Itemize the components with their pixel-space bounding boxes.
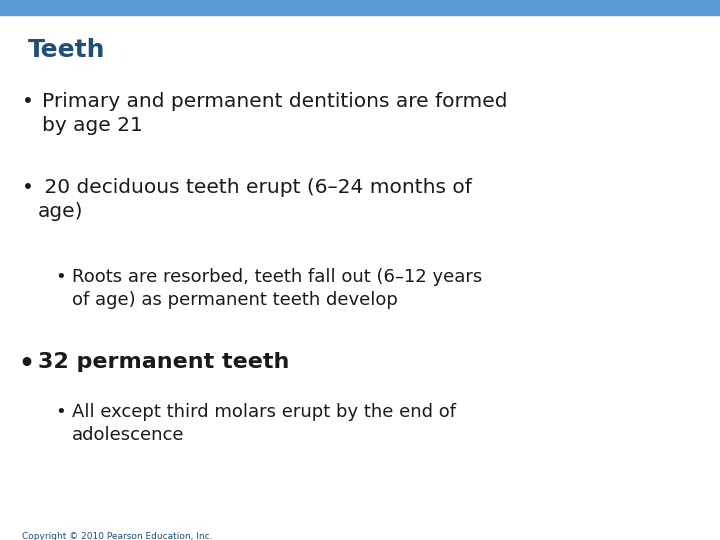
Text: Primary and permanent dentitions are formed
by age 21: Primary and permanent dentitions are for… bbox=[42, 92, 508, 135]
Text: All except third molars erupt by the end of
adolescence: All except third molars erupt by the end… bbox=[72, 403, 456, 444]
Text: •: • bbox=[22, 92, 34, 111]
Text: •: • bbox=[55, 403, 66, 421]
Text: •: • bbox=[55, 268, 66, 286]
Text: •: • bbox=[18, 352, 34, 376]
Text: Teeth: Teeth bbox=[28, 38, 106, 62]
Text: Copyright © 2010 Pearson Education, Inc.: Copyright © 2010 Pearson Education, Inc. bbox=[22, 532, 212, 540]
Bar bbox=[0, 0, 720, 15]
Text: 32 permanent teeth: 32 permanent teeth bbox=[38, 352, 289, 372]
Text: 20 deciduous teeth erupt (6–24 months of
age): 20 deciduous teeth erupt (6–24 months of… bbox=[38, 178, 472, 221]
Text: Roots are resorbed, teeth fall out (6–12 years
of age) as permanent teeth develo: Roots are resorbed, teeth fall out (6–12… bbox=[72, 268, 482, 309]
Text: •: • bbox=[22, 178, 34, 197]
